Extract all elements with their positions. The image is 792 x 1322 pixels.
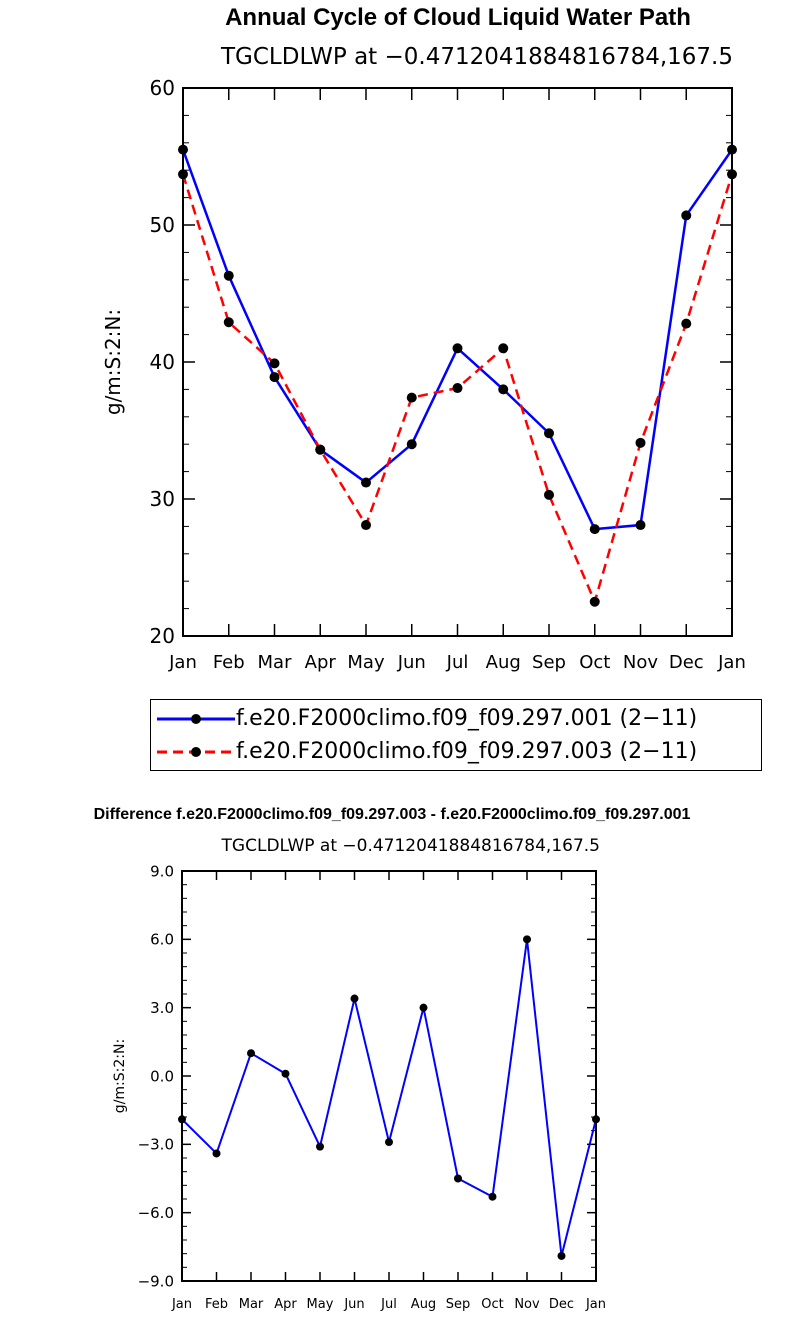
main-xtick-label: Apr (305, 652, 337, 673)
main-xtick-label: Jan (717, 652, 746, 673)
main-series-0-point (178, 144, 188, 155)
legend-entry-001: f.e20.F2000climo.f09_f09.297.001 (2−11) (151, 702, 761, 736)
main-y-axis-label: g/m:S:2:N: (101, 309, 125, 415)
diff-chart-subtitle: TGCLDLWP at −0.4712041884816784,167.5 (221, 836, 600, 856)
main-xtick-label: Feb (213, 652, 245, 673)
diff-ytick-label: −6.0 (138, 1204, 174, 1222)
main-series-0-point (498, 384, 509, 395)
main-series-1-point (635, 437, 646, 448)
main-series-1-point (589, 596, 600, 607)
main-xtick-label: Dec (669, 652, 704, 673)
legend-swatch-003 (157, 747, 235, 757)
diff-xtick-label: May (307, 1297, 334, 1312)
diff-series-0-point (488, 1192, 497, 1201)
chart-title: Annual Cycle of Cloud Liquid Water Path (225, 4, 691, 31)
main-series-0-point (269, 372, 280, 383)
main-series-0-point (452, 343, 463, 354)
main-xtick-label: Jan (168, 652, 197, 673)
diff-series-0-point (212, 1149, 221, 1158)
diff-series-0-point (419, 1003, 428, 1012)
legend: f.e20.F2000climo.f09_f09.297.001 (2−11) … (150, 699, 762, 771)
diff-xtick-label: Mar (239, 1297, 264, 1312)
main-xtick-label: Aug (486, 652, 521, 673)
legend-entry-003: f.e20.F2000climo.f09_f09.297.003 (2−11) (151, 735, 761, 769)
diff-ytick-label: 3.0 (150, 999, 174, 1017)
main-series-1-point (269, 358, 280, 369)
diff-ytick-label: −9.0 (138, 1272, 174, 1290)
diff-series-0-point (557, 1251, 566, 1260)
diff-chart-title: Difference f.e20.F2000climo.f09_f09.297.… (93, 806, 691, 823)
main-series-0-point (635, 520, 646, 531)
legend-label-003: f.e20.F2000climo.f09_f09.297.003 (2−11) (236, 739, 698, 764)
main-xtick-label: Nov (623, 652, 658, 673)
diff-xtick-label: Nov (514, 1297, 540, 1312)
main-series-0-point (589, 524, 600, 535)
diff-series-0-point (247, 1049, 255, 1058)
main-series-1-point (452, 383, 463, 394)
main-series-1-point (727, 169, 737, 180)
diff-series-line-0 (181, 938, 597, 1257)
diff-ytick-label: −3.0 (138, 1136, 174, 1154)
main-series-1-point (681, 318, 692, 329)
main-xtick-label: Oct (579, 652, 610, 673)
main-series-0-point (223, 270, 234, 281)
diff-xtick-label: Oct (481, 1297, 503, 1312)
main-ytick-label: 40 (150, 350, 175, 374)
diff-series-0-point (281, 1069, 290, 1078)
diff-xtick-label: Apr (274, 1297, 297, 1312)
main-ytick-label: 20 (150, 624, 175, 648)
main-ytick-label: 60 (150, 76, 175, 100)
diff-series-0-point (454, 1174, 462, 1183)
main-xtick-label: Sep (532, 652, 566, 673)
main-xtick-label: Jul (446, 652, 469, 673)
main-xtick-label: May (347, 652, 385, 673)
main-series-0-point (681, 210, 692, 221)
diff-series-0-point (523, 935, 531, 944)
main-series-1-point (406, 392, 417, 403)
diff-xtick-label: Sep (446, 1297, 471, 1312)
main-series-0-point (727, 144, 737, 155)
main-ytick-label: 30 (150, 487, 175, 511)
main-plot-frame (182, 87, 733, 637)
diff-series-0-point (316, 1142, 324, 1151)
diff-xtick-label: Jan (171, 1297, 192, 1312)
main-series-0-point (406, 439, 417, 450)
legend-label-001: f.e20.F2000climo.f09_f09.297.001 (2−11) (236, 706, 698, 731)
diff-y-axis-label: g/m:S:2:N: (112, 1039, 128, 1113)
diff-series-0-point (385, 1138, 393, 1147)
main-series-1-point (498, 343, 509, 354)
diff-xtick-label: Dec (549, 1297, 574, 1312)
main-xtick-label: Jun (397, 652, 426, 673)
diff-xtick-label: Feb (205, 1297, 228, 1312)
main-series-1-point (361, 520, 371, 531)
chart-subtitle: TGCLDLWP at −0.4712041884816784,167.5 (220, 44, 733, 70)
diff-ytick-label: 9.0 (150, 862, 174, 880)
main-ytick-label: 50 (150, 213, 175, 237)
diff-series-0-point (350, 994, 359, 1003)
diff-xtick-label: Jan (585, 1297, 606, 1312)
legend-swatch-001 (157, 714, 235, 724)
main-series-1-point (315, 444, 326, 455)
diff-series-0-point (592, 1115, 600, 1124)
main-xtick-label: Mar (258, 652, 293, 673)
main-series-1-point (178, 169, 188, 180)
diff-series-0-point (178, 1115, 186, 1124)
main-series-line-0 (181, 148, 734, 531)
diff-ytick-label: 6.0 (150, 931, 174, 949)
main-series-0-point (361, 477, 371, 488)
main-series-0-point (544, 428, 554, 439)
main-series-1-point (223, 317, 234, 328)
diff-xtick-label: Jun (343, 1297, 364, 1312)
diff-xtick-label: Aug (411, 1297, 436, 1312)
diff-ytick-label: 0.0 (150, 1067, 174, 1085)
diff-xtick-label: Jul (380, 1297, 397, 1312)
main-series-1-point (544, 489, 554, 500)
